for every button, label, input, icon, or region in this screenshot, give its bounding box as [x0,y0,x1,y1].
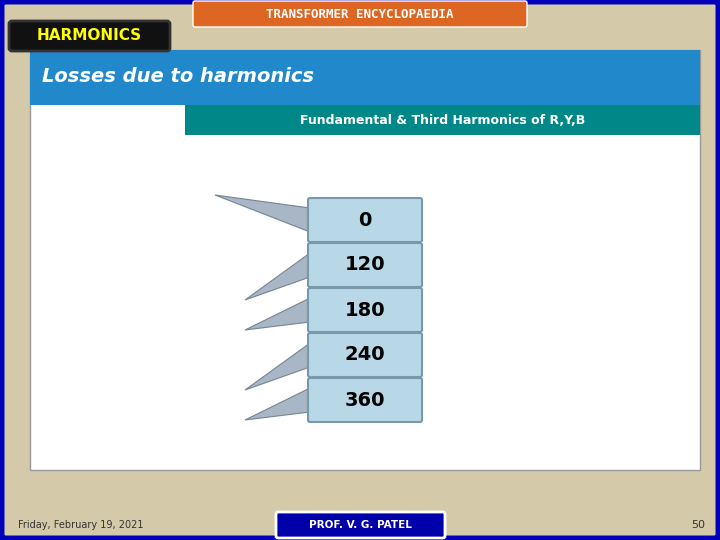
FancyBboxPatch shape [308,243,422,287]
FancyBboxPatch shape [30,50,700,105]
Text: 0: 0 [359,211,372,229]
Text: PROF. V. G. PATEL: PROF. V. G. PATEL [309,520,411,530]
FancyBboxPatch shape [308,288,422,332]
Text: Friday, February 19, 2021: Friday, February 19, 2021 [18,520,143,530]
FancyBboxPatch shape [30,50,700,470]
FancyBboxPatch shape [308,378,422,422]
Text: 240: 240 [345,346,385,365]
Text: HARMONICS: HARMONICS [37,29,142,44]
Polygon shape [245,253,310,300]
Text: 50: 50 [691,520,705,530]
Text: Fundamental & Third Harmonics of R,Y,B: Fundamental & Third Harmonics of R,Y,B [300,113,585,126]
FancyBboxPatch shape [276,512,445,538]
Text: TRANSFORMER ENCYCLOPAEDIA: TRANSFORMER ENCYCLOPAEDIA [266,8,454,21]
FancyBboxPatch shape [9,21,170,51]
Polygon shape [245,298,310,330]
Text: 120: 120 [345,255,385,274]
FancyBboxPatch shape [193,1,527,27]
Polygon shape [215,195,310,232]
Polygon shape [245,388,310,420]
FancyBboxPatch shape [308,198,422,242]
Text: 360: 360 [345,390,385,409]
Text: 180: 180 [345,300,385,320]
FancyBboxPatch shape [308,333,422,377]
Polygon shape [245,343,310,390]
FancyBboxPatch shape [185,105,700,135]
Text: Losses due to harmonics: Losses due to harmonics [42,68,314,86]
